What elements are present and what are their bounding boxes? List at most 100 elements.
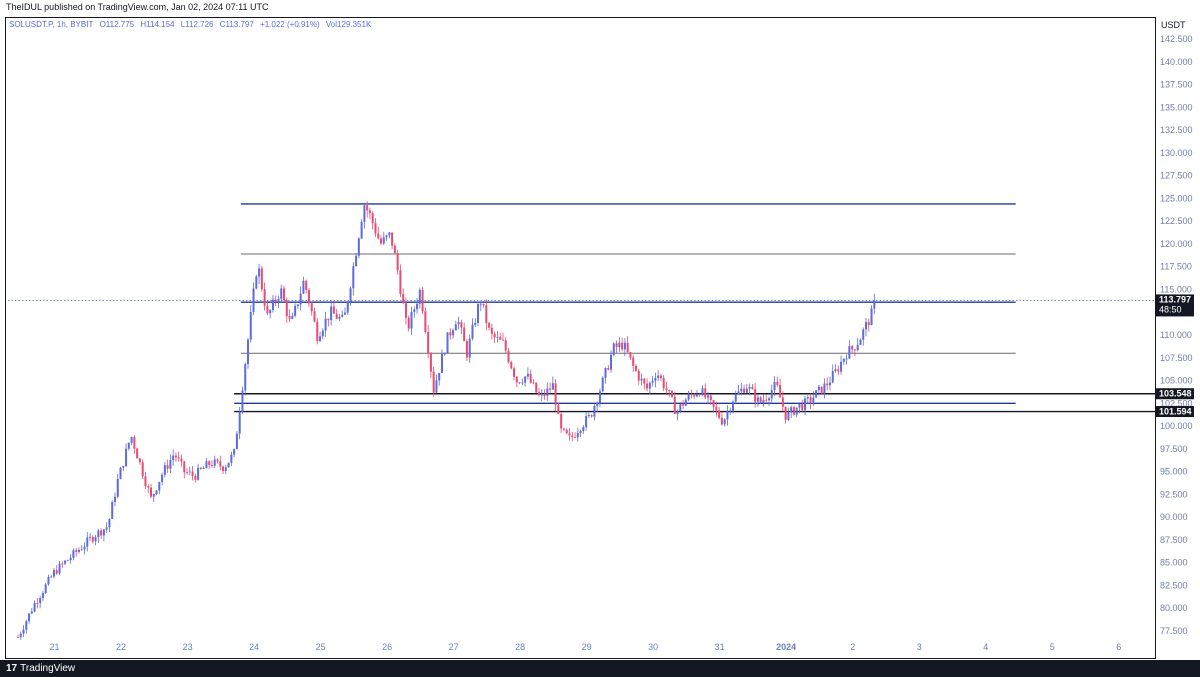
candle-body [133, 437, 136, 449]
candle-body [424, 311, 427, 332]
candle-body [16, 637, 19, 639]
candle-body [388, 232, 391, 236]
candle-body [601, 377, 604, 392]
candle-body [399, 270, 402, 295]
candle-body [244, 364, 247, 391]
candle-body [623, 342, 626, 350]
candle-body [637, 370, 640, 381]
candle-body [39, 598, 42, 604]
x-tick-label: 6 [1116, 642, 1121, 652]
candle-body [477, 304, 480, 324]
candle-body [593, 405, 596, 417]
candle-body [812, 397, 815, 403]
candle-body [435, 380, 438, 393]
x-tick-label: 29 [582, 642, 592, 652]
candle-body [465, 341, 468, 358]
candle-body [504, 340, 507, 351]
candle-body [208, 461, 211, 465]
chart-frame[interactable] [5, 17, 1156, 659]
candle-body [222, 466, 225, 471]
ohlc-open: O112.775 [99, 20, 135, 29]
candle-body [335, 313, 338, 319]
candle-body [246, 339, 249, 365]
candle-body [44, 584, 47, 594]
candle-body [560, 413, 563, 429]
candle-body [513, 368, 516, 377]
candle-body [288, 316, 291, 319]
y-tick-label: 120.000 [1160, 239, 1193, 249]
time-axis[interactable]: 21 22 23 24 25 26 27 28 29 30 31 2024 2 3 4 5 6 [50, 642, 1122, 652]
horizontal-levels [234, 203, 1155, 413]
candle-body [720, 417, 723, 425]
candle-body [136, 448, 139, 459]
candle-body [349, 288, 352, 302]
volume-value: Vol129.351K [325, 20, 372, 29]
x-tick-label: 25 [316, 642, 326, 652]
candle-body [698, 394, 701, 396]
candle-body [482, 303, 485, 306]
candle-body [795, 407, 798, 415]
candle-body [865, 322, 867, 330]
candle-body [743, 388, 746, 393]
candle-body [679, 404, 682, 412]
x-tick-label: 4 [983, 642, 988, 652]
candle-body [438, 373, 441, 381]
candle-body [233, 449, 236, 455]
tradingview-logo[interactable]: 17 TradingView [6, 663, 75, 674]
symbol-name[interactable]: SOLUSDT.P, 1h, BYBIT [9, 20, 94, 29]
candle-body [125, 448, 128, 467]
candle-body [862, 329, 865, 340]
candle-body [105, 527, 108, 530]
candle-body [83, 546, 86, 550]
candle-body [671, 391, 674, 397]
candle-body [307, 289, 310, 304]
candle-body [759, 397, 762, 403]
attribution-bar: TheIDUL published on TradingView.com, Ja… [0, 0, 1200, 17]
candle-body [834, 369, 837, 372]
candle-body [471, 324, 474, 339]
publisher-text: TheIDUL published on TradingView.com, Ja… [6, 2, 269, 12]
candle-body [695, 394, 698, 397]
x-tick-label: 22 [116, 642, 126, 652]
candle-body [61, 563, 64, 565]
candle-body [86, 537, 89, 547]
candle-body [707, 395, 710, 398]
level-high-label: 103.548 [1159, 389, 1192, 399]
level-low-label: 101.594 [1159, 407, 1192, 417]
ohlc-high: H114.154 [140, 20, 175, 29]
x-tick-label: 3 [917, 642, 922, 652]
price-axis[interactable]: 142.500 140.000 137.500 135.000 132.500 130.0… [1160, 34, 1193, 636]
candle-body [305, 280, 308, 290]
candle-body [562, 428, 565, 430]
candle-body [163, 465, 166, 475]
candle-body [568, 433, 571, 436]
candle-body [454, 324, 457, 331]
x-tick-label: 31 [715, 642, 725, 652]
candle-body [230, 454, 233, 463]
candle-body [310, 303, 313, 312]
candle-body [496, 336, 499, 338]
candle-body [263, 289, 266, 306]
candle-body [585, 416, 588, 428]
candle-body [366, 205, 369, 211]
candle-body [152, 493, 155, 497]
candle-body [227, 462, 230, 468]
candle-body [199, 467, 202, 469]
candle-body [540, 393, 543, 396]
candle-body [840, 361, 843, 372]
y-tick-label: 100.000 [1160, 421, 1193, 431]
candle-body [382, 237, 385, 244]
candle-body [873, 300, 876, 309]
candle-body [316, 321, 319, 342]
chart-canvas[interactable]: 142.500 140.000 137.500 135.000 132.500 130.0… [0, 0, 1200, 660]
candle-body [654, 378, 657, 381]
candle-body [271, 299, 274, 311]
candle-body [202, 468, 205, 469]
footer-bar: 17 TradingView [0, 660, 1200, 677]
candle-body [80, 549, 83, 551]
y-tick-label: 140.000 [1160, 57, 1193, 67]
candle-body [521, 382, 524, 384]
candle-body [729, 410, 732, 412]
candle-body [610, 354, 613, 370]
candle-body [191, 471, 194, 476]
